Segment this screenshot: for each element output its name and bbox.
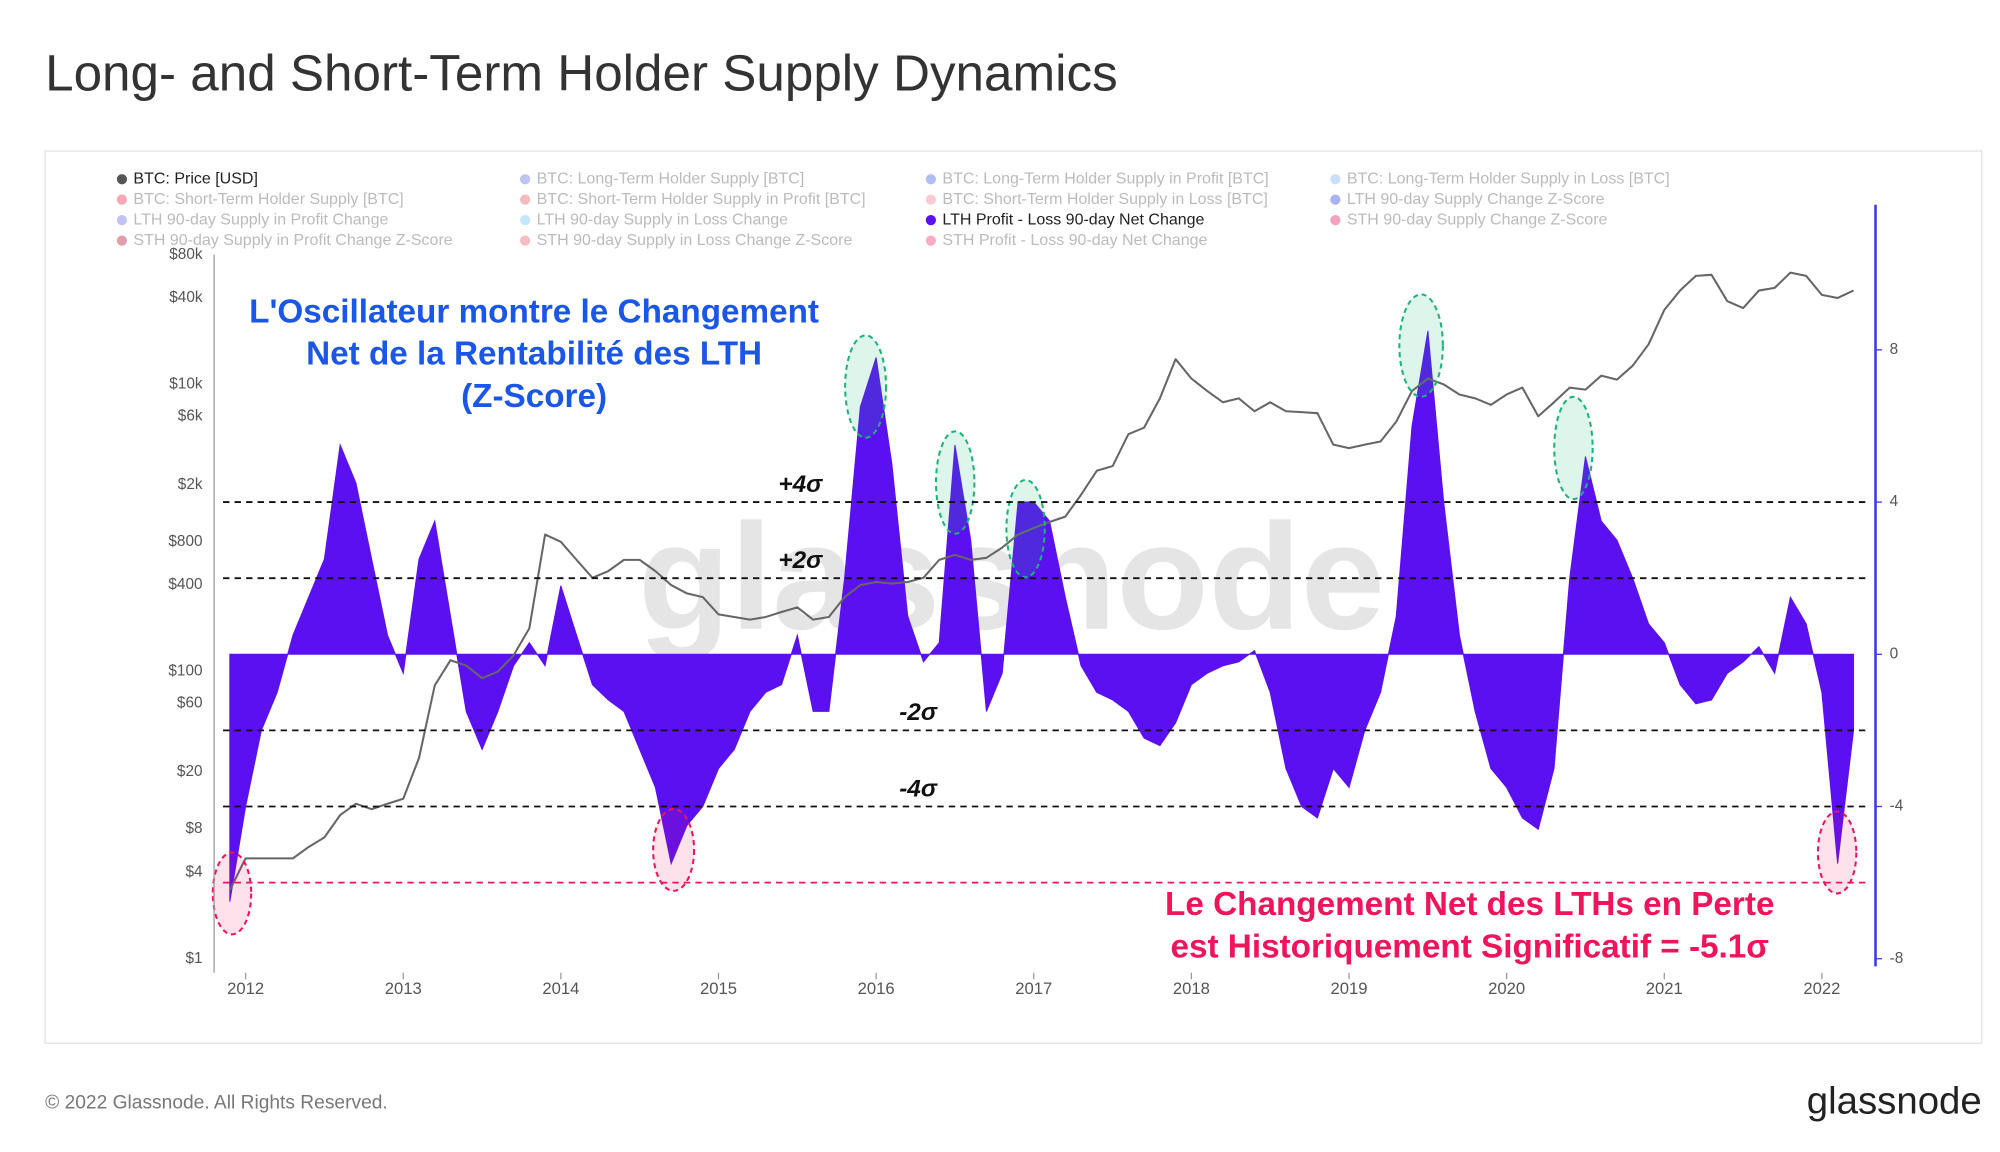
y-tick-label: $10k [169, 375, 203, 392]
annotation-text: Le Changement Net des LTHs en Perte [1165, 886, 1774, 923]
legend-marker [116, 235, 128, 246]
legend-marker [1330, 174, 1341, 185]
legend-marker [116, 174, 128, 185]
y-tick-label: $4 [185, 863, 203, 880]
legend-label: BTC: Long-Term Holder Supply in Profit [… [942, 170, 1268, 187]
x-tick-label: 2019 [1331, 979, 1368, 998]
y-tick-label: $8 [185, 820, 202, 837]
highlight-ellipse [1398, 293, 1444, 398]
legend-marker [925, 174, 936, 185]
y-tick-label: $1 [185, 950, 202, 967]
y2-tick-label: -4 [1890, 798, 1904, 815]
legend-label: LTH 90-day Supply Change Z-Score [1347, 191, 1605, 208]
legend-label: LTH 90-day Supply in Profit Change [133, 211, 388, 228]
legend-label: STH 90-day Supply in Profit Change Z-Sco… [133, 232, 452, 249]
plot [228, 271, 1855, 902]
x-tick-label: 2012 [227, 979, 264, 998]
highlight-ellipse [1005, 478, 1046, 579]
highlight-ellipse [211, 851, 253, 936]
annotation-text: L'Oscillateur montre le Changement [249, 293, 819, 330]
x-tick-label: 2021 [1646, 979, 1683, 998]
chart-frame [44, 150, 1983, 1044]
y-tick-label: $40k [169, 289, 203, 306]
legend-label: BTC: Short-Term Holder Supply [BTC] [133, 191, 403, 208]
legend-marker [1330, 215, 1341, 226]
y-tick-label: $400 [168, 576, 202, 593]
legend-label: LTH 90-day Supply in Loss Change [537, 211, 789, 228]
legend-marker [925, 215, 936, 226]
legend-marker [520, 235, 531, 246]
x-tick-label: 2015 [700, 979, 737, 998]
y-tick-label: $100 [168, 663, 202, 680]
y2-tick-label: 4 [1890, 493, 1899, 510]
y2-tick-label: -8 [1890, 950, 1904, 967]
legend-marker [1330, 194, 1341, 205]
y-tick-label: $80k [169, 246, 203, 263]
legend-label: STH 90-day Supply in Loss Change Z-Score [537, 232, 853, 249]
legend-marker [116, 194, 128, 205]
legend-marker [925, 235, 936, 246]
legend-marker [520, 174, 531, 185]
y-tick-label: $6k [178, 407, 203, 424]
x-tick-label: 2018 [1173, 979, 1210, 998]
legend-label: STH 90-day Supply Change Z-Score [1347, 211, 1608, 228]
y-tick-label: $2k [178, 476, 203, 493]
legend-label: BTC: Price [USD] [133, 170, 257, 187]
legend-label: LTH Profit - Loss 90-day Net Change [942, 211, 1204, 228]
y-tick-label: $60 [177, 694, 203, 711]
price-line [228, 271, 1854, 891]
annotation-text: Net de la Rentabilité des LTH [306, 336, 762, 373]
oscillator-area [229, 330, 1855, 902]
sigma-label: +2σ [778, 547, 823, 574]
overlay: $1 $4 $8 $20 $60 $100 $400 $800 $2k $6k $10k $40k $8… [116, 170, 1904, 998]
brand-logo: glassnode [1807, 1080, 1982, 1123]
footer: © 2022 Glassnode. All Rights Reserved. [45, 1092, 388, 1113]
x-tick-label: 2020 [1488, 979, 1525, 998]
highlight-ellipse [934, 430, 976, 535]
highlight-ellipse [652, 807, 696, 892]
sigma-label: +4σ [778, 471, 823, 498]
sigma-label: -4σ [899, 775, 938, 802]
sigma-label: -2σ [899, 699, 938, 726]
highlight-ellipse [1816, 810, 1858, 895]
x-tick-label: 2014 [542, 979, 579, 998]
y2-tick-label: 8 [1890, 341, 1899, 358]
y2-tick-label: 0 [1890, 645, 1899, 662]
highlight-ellipse [1553, 395, 1594, 501]
legend-label: BTC: Long-Term Holder Supply [BTC] [537, 170, 805, 187]
y-tick-label: $800 [168, 533, 202, 550]
legend-label: BTC: Long-Term Holder Supply in Loss [BT… [1347, 170, 1670, 187]
legend-marker [520, 215, 531, 226]
legend-label: STH Profit - Loss 90-day Net Change [942, 232, 1207, 249]
x-tick-label: 2016 [858, 979, 895, 998]
legend-marker [116, 215, 128, 226]
x-tick-label: 2017 [1015, 979, 1052, 998]
x-tick-label: 2013 [385, 979, 422, 998]
x-tick-label: 2022 [1803, 979, 1840, 998]
legend-marker [520, 194, 531, 205]
y-tick-label: $20 [177, 763, 203, 780]
highlight-ellipse [844, 334, 888, 439]
legend-marker [925, 194, 936, 205]
legend-label: BTC: Short-Term Holder Supply in Profit … [537, 191, 866, 208]
annotation-text: est Historiquement Significatif = -5.1σ [1170, 928, 1769, 965]
legend-label: BTC: Short-Term Holder Supply in Loss [B… [942, 191, 1267, 208]
chart-title: Long- and Short-Term Holder Supply Dynam… [45, 44, 1118, 101]
annotation-text: (Z-Score) [461, 378, 607, 415]
highlights [211, 293, 1858, 936]
